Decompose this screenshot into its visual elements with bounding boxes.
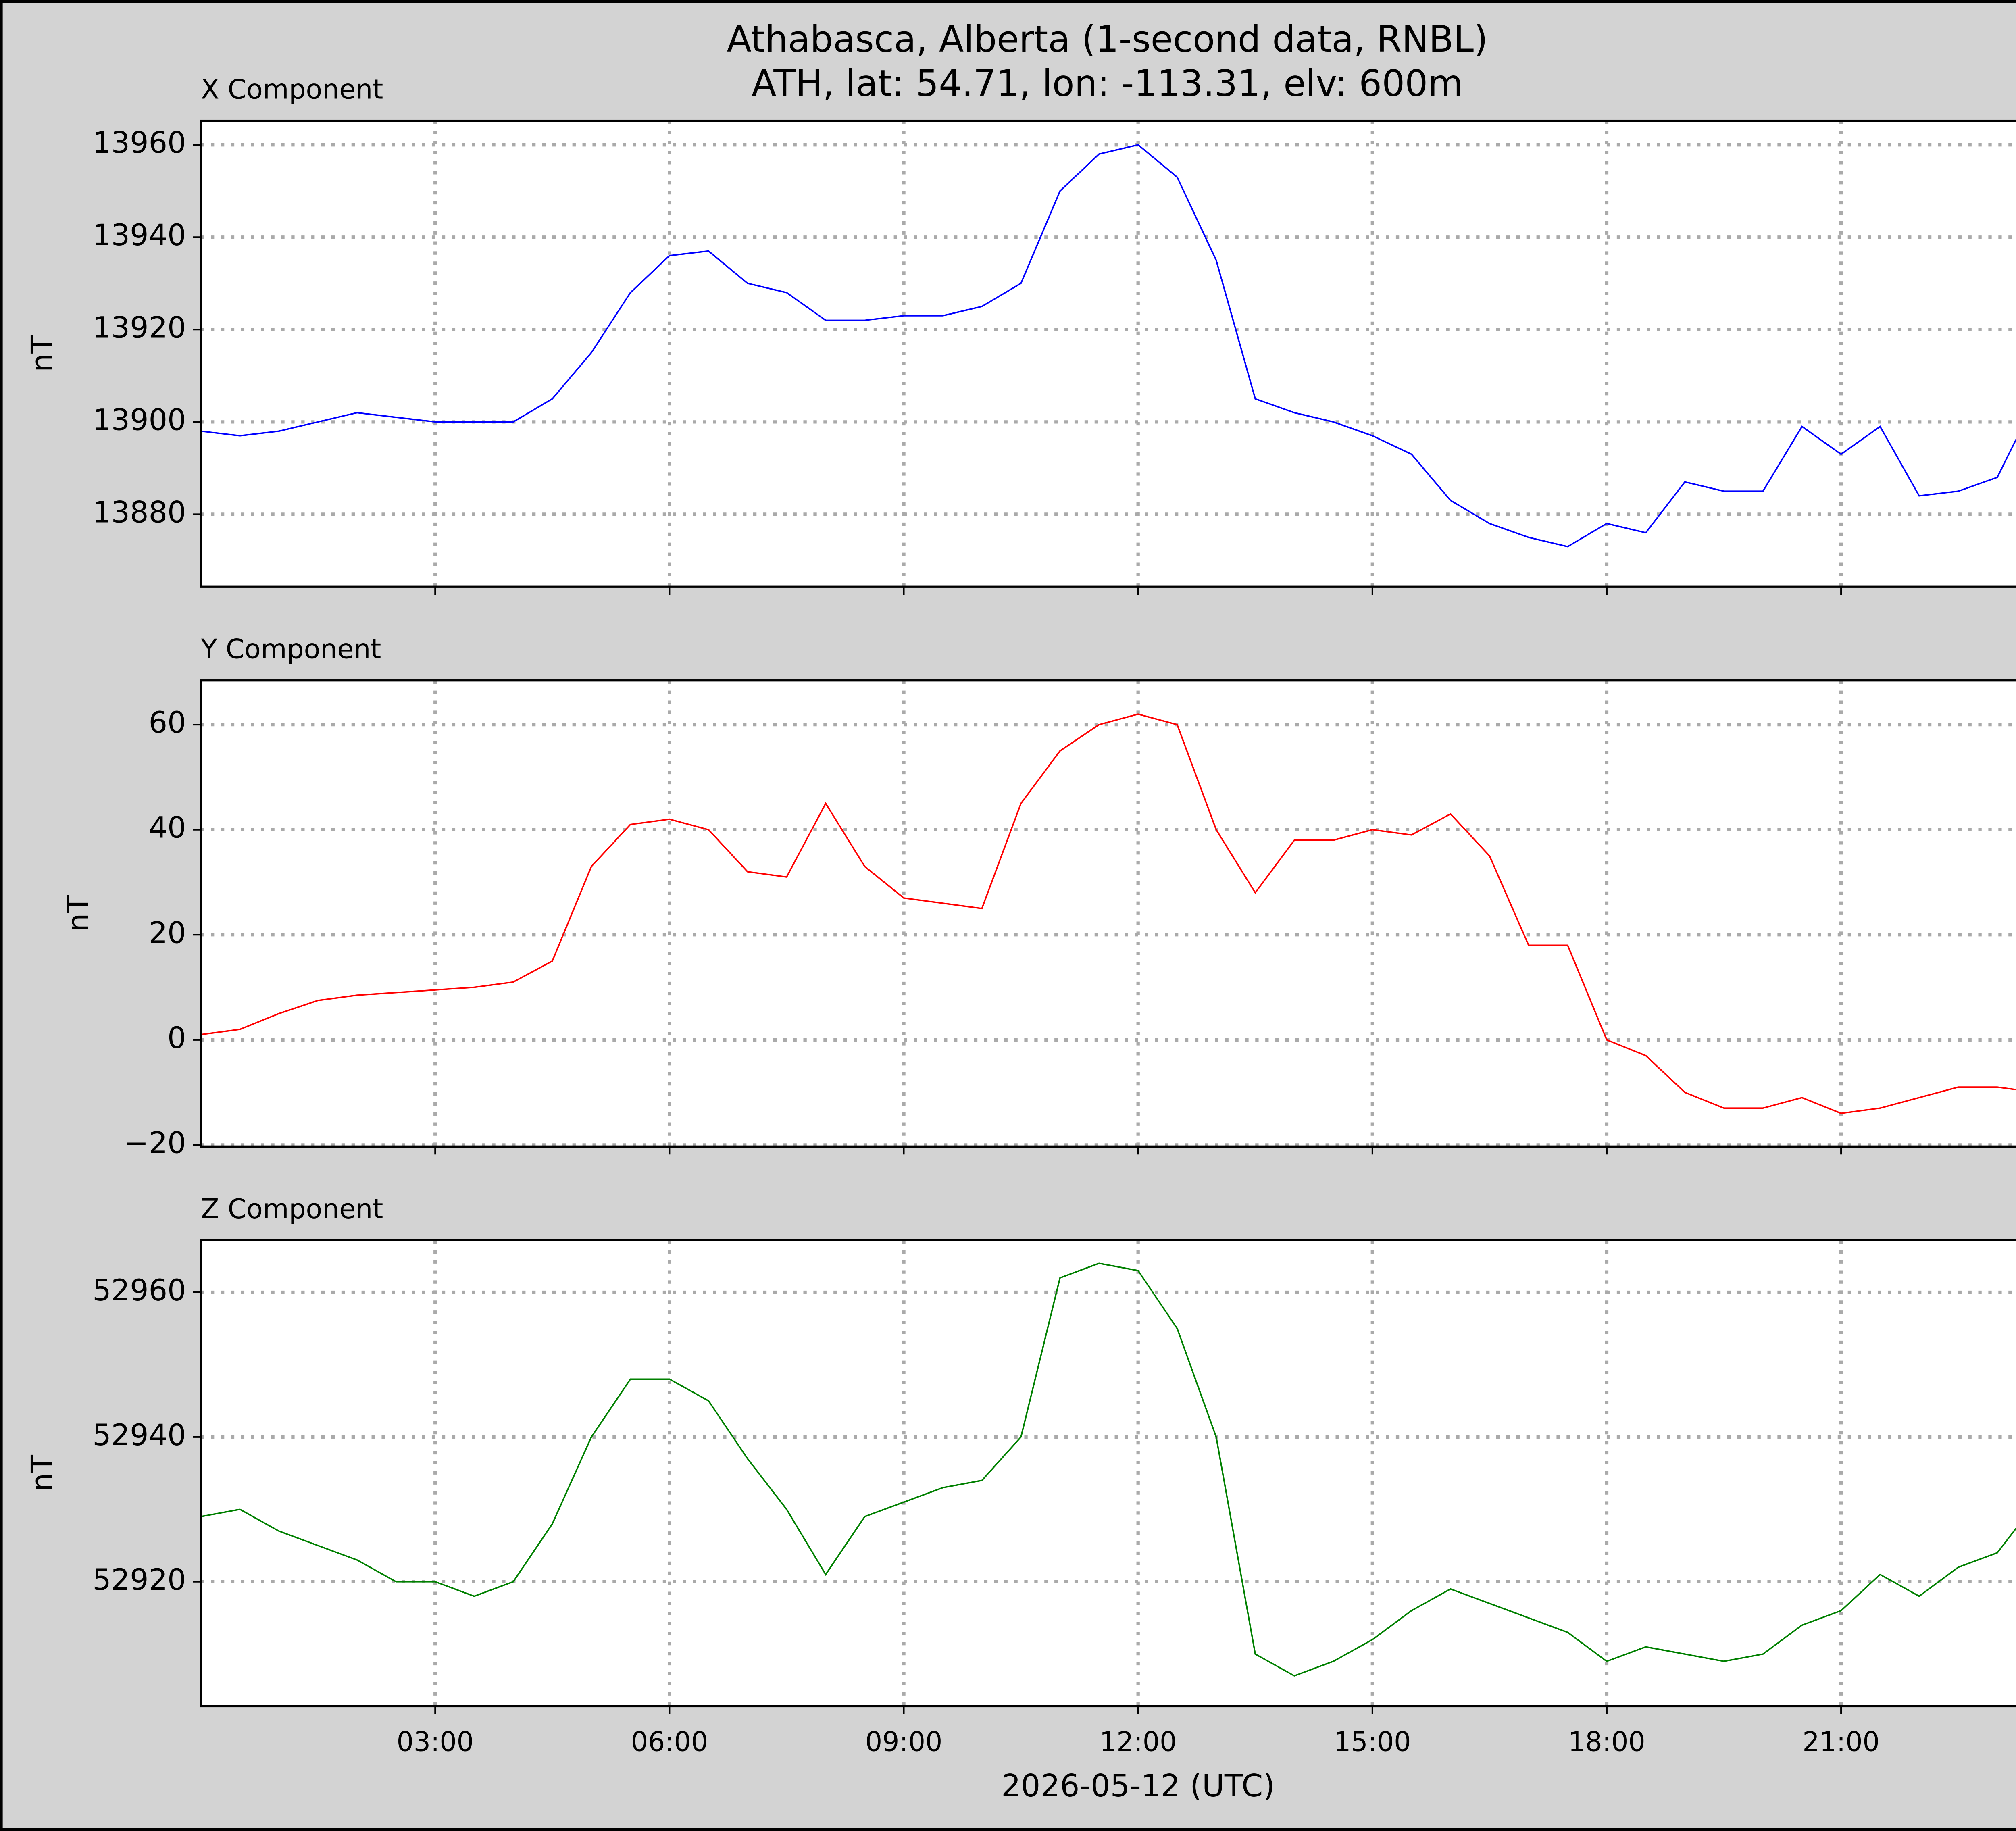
- y-axis-label: nT: [61, 895, 96, 932]
- x-tick-label: 12:00: [1100, 1726, 1177, 1757]
- x-tick-label: 09:00: [865, 1726, 942, 1757]
- y-tick-label: 52960: [92, 1273, 186, 1308]
- plot-frame: [200, 679, 2016, 1148]
- plot-series: [201, 1262, 2016, 1677]
- y-axis-label: nT: [25, 335, 60, 372]
- y-tick-label: 13940: [92, 218, 186, 252]
- y-tick-label: 40: [149, 811, 186, 845]
- plot-frame: [200, 119, 2016, 588]
- plot-area: [201, 680, 2016, 1147]
- y-axis-label: nT: [25, 1455, 60, 1491]
- y-tick-label: 13920: [92, 310, 186, 345]
- plot-area: [201, 1240, 2016, 1706]
- panel-title: Y Component: [200, 633, 381, 665]
- x-axis-label: 2026-05-12 (UTC): [1001, 1768, 1275, 1804]
- y-tick-label: 20: [149, 916, 186, 950]
- y-tick-label: 13960: [92, 126, 186, 160]
- x-tick-label: 18:00: [1568, 1726, 1645, 1757]
- y-tick-label: −20: [124, 1126, 186, 1160]
- figure-title: Athabasca, Alberta (1-second data, RNBL): [727, 19, 1488, 60]
- y-tick-label: 60: [149, 706, 186, 740]
- x-tick-label: 15:00: [1334, 1726, 1411, 1757]
- y-tick-label: 52940: [92, 1418, 186, 1452]
- plot-series: [201, 713, 2016, 1114]
- y-tick-label: 52920: [92, 1563, 186, 1597]
- x-tick-label: 06:00: [631, 1726, 708, 1757]
- y-tick-label: 0: [167, 1021, 186, 1055]
- data-line: [201, 144, 2016, 548]
- plot-series: [201, 144, 2016, 548]
- panel-title: Z Component: [201, 1193, 383, 1225]
- panel-title: X Component: [201, 74, 383, 105]
- plot-frame: [200, 1239, 2016, 1708]
- data-line: [201, 1262, 2016, 1677]
- y-tick-label: 13900: [92, 403, 186, 437]
- y-tick-label: 13880: [92, 495, 186, 529]
- x-tick-label: 03:00: [397, 1726, 474, 1757]
- figure-subtitle: ATH, lat: 54.71, lon: -113.31, elv: 600m: [752, 63, 1463, 105]
- plot-area: [201, 121, 2016, 587]
- data-line: [201, 713, 2016, 1114]
- x-tick-label: 21:00: [1802, 1726, 1879, 1757]
